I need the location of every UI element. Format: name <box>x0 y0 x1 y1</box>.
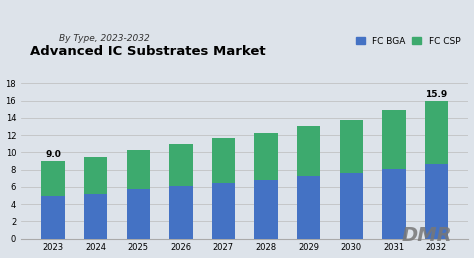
Bar <box>339 119 363 173</box>
Bar <box>297 126 320 176</box>
Text: Advanced IC Substrates Market: Advanced IC Substrates Market <box>30 45 265 58</box>
Bar <box>255 133 278 180</box>
Text: 9.0: 9.0 <box>45 150 61 159</box>
Bar <box>339 173 363 239</box>
Bar <box>84 157 108 194</box>
Bar <box>255 180 278 239</box>
Bar <box>382 169 406 239</box>
Text: By Type, 2023-2032: By Type, 2023-2032 <box>59 34 150 43</box>
Bar <box>297 176 320 239</box>
Legend: FC BGA, FC CSP: FC BGA, FC CSP <box>352 33 464 50</box>
Bar <box>212 138 235 182</box>
Bar <box>41 196 65 239</box>
Bar <box>425 101 448 164</box>
Bar <box>212 182 235 239</box>
Text: 15.9: 15.9 <box>425 90 447 99</box>
Bar <box>127 189 150 239</box>
Bar <box>41 161 65 196</box>
Bar <box>382 110 406 169</box>
Bar <box>425 164 448 239</box>
Bar <box>84 194 108 239</box>
Bar <box>169 186 192 239</box>
Bar <box>127 150 150 189</box>
Bar <box>169 144 192 186</box>
Text: DMR: DMR <box>401 226 452 245</box>
